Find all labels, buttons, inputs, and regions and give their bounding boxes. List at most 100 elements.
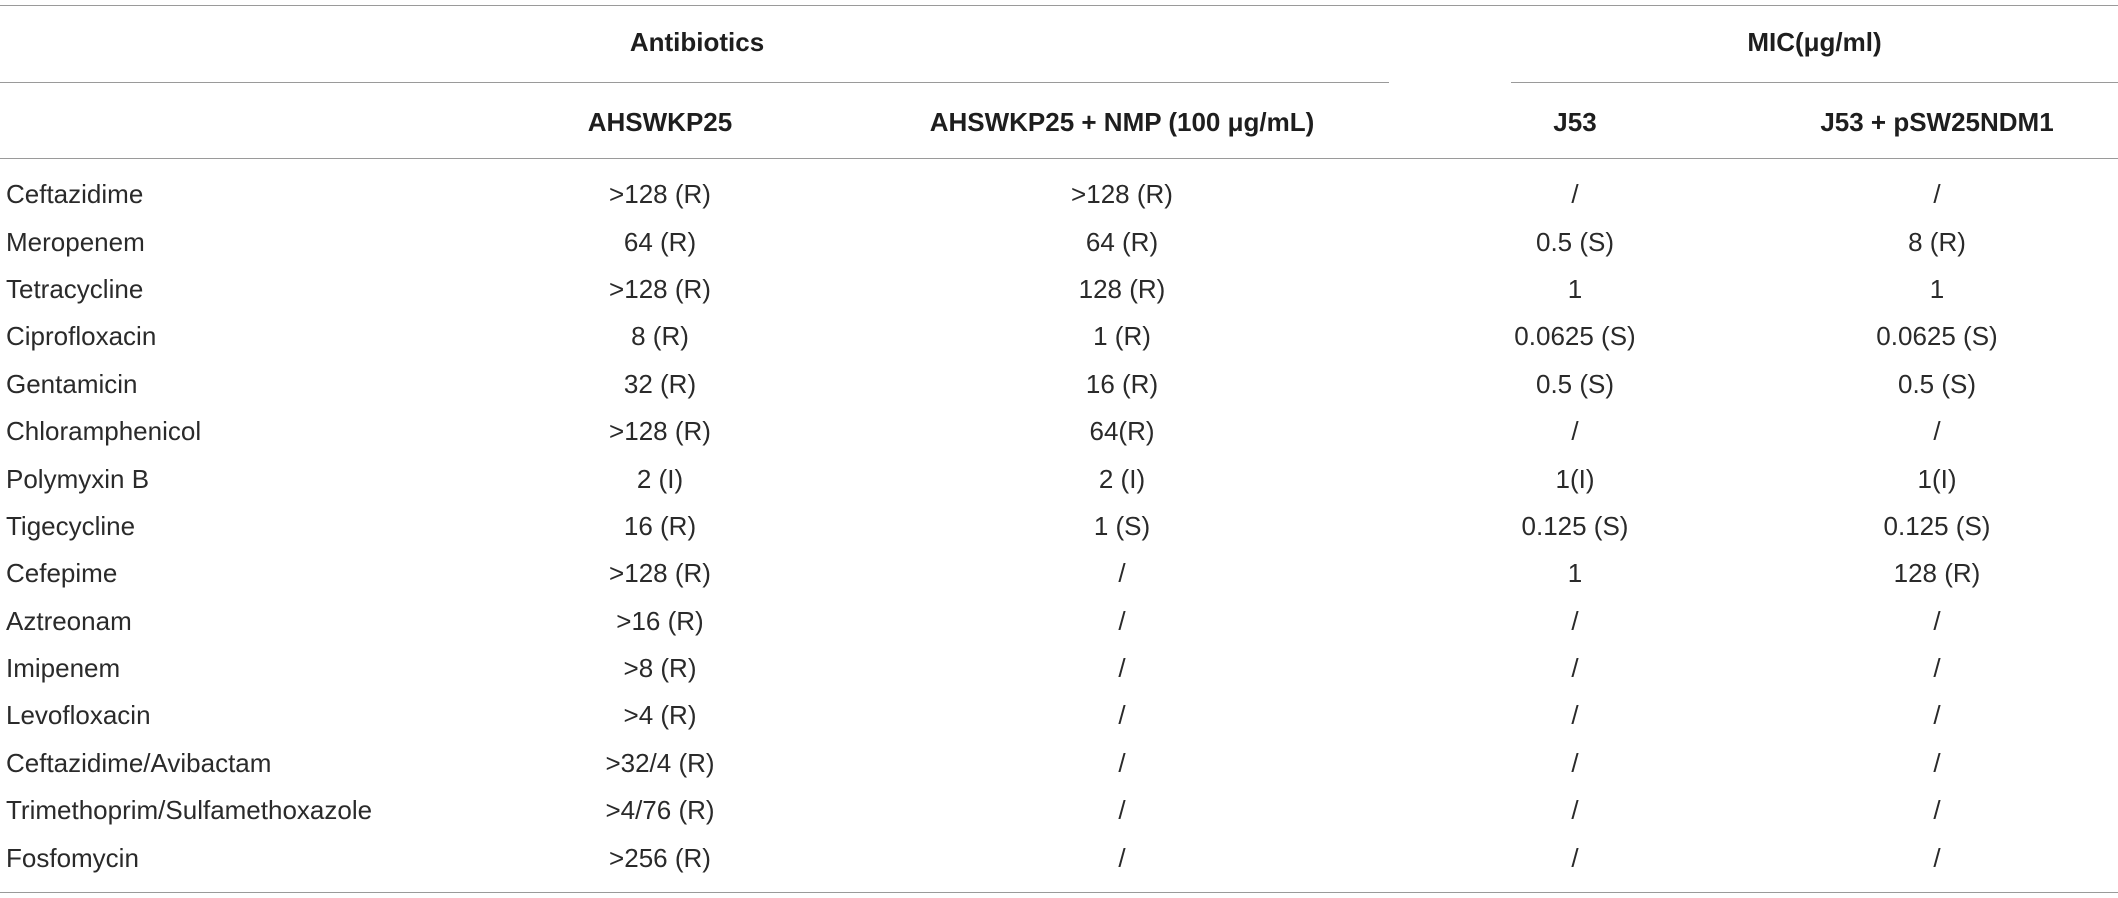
ahswkp25-cell: >16 (R) bbox=[616, 605, 704, 636]
antibiotic-name-cell: Ceftazidime bbox=[6, 179, 144, 210]
table-row: Meropenem 64 (R) 64 (R) 0.5 (S) 8 (R) bbox=[0, 218, 2118, 265]
ahswkp25-cell: 16 (R) bbox=[623, 510, 697, 541]
table-row: Ceftazidime >128 (R) >128 (R) / / bbox=[0, 171, 2118, 218]
j53-psw25ndm1-cell: / bbox=[1933, 747, 1941, 778]
table-row: Levofloxacin >4 (R) / / / bbox=[0, 692, 2118, 739]
ahswkp25-nmp-cell: 1 (S) bbox=[1093, 510, 1151, 541]
column-header-row: AHSWKP25 AHSWKP25 + NMP (100 μg/mL) J53 … bbox=[0, 100, 2118, 144]
ahswkp25-cell: 8 (R) bbox=[631, 321, 689, 352]
ahswkp25-nmp-cell: 128 (R) bbox=[1078, 273, 1166, 304]
column-header-j53-psw25ndm1: J53 + pSW25NDM1 bbox=[1820, 106, 2054, 137]
antibiotic-name-cell: Aztreonam bbox=[6, 605, 132, 636]
ahswkp25-nmp-cell: / bbox=[1118, 558, 1126, 589]
ahswkp25-nmp-cell: >128 (R) bbox=[1071, 179, 1173, 210]
ahswkp25-nmp-cell: 64(R) bbox=[1089, 416, 1155, 447]
table-top-rule bbox=[0, 5, 2118, 6]
table-row: Polymyxin B 2 (I) 2 (I) 1(I) 1(I) bbox=[0, 455, 2118, 502]
antibiotic-name-cell: Tigecycline bbox=[6, 510, 136, 541]
ahswkp25-nmp-cell: 16 (R) bbox=[1085, 368, 1159, 399]
antibiotic-name-cell: Meropenem bbox=[6, 226, 145, 257]
antibiotic-name-cell: Cefepime bbox=[6, 558, 118, 589]
j53-cell: / bbox=[1571, 700, 1579, 731]
group-underline-mic bbox=[1511, 82, 2118, 83]
j53-psw25ndm1-cell: 128 (R) bbox=[1893, 558, 1981, 589]
ahswkp25-cell: >128 (R) bbox=[609, 273, 711, 304]
ahswkp25-cell: >8 (R) bbox=[623, 653, 697, 684]
table-row: Trimethoprim/Sulfamethoxazole >4/76 (R) / /… bbox=[0, 787, 2118, 834]
table-row: Cefepime >128 (R) / 1 128 (R) bbox=[0, 550, 2118, 597]
j53-cell: 1 bbox=[1567, 273, 1583, 304]
j53-cell: / bbox=[1571, 795, 1579, 826]
ahswkp25-nmp-cell: 1 (R) bbox=[1093, 321, 1151, 352]
j53-psw25ndm1-cell: 0.0625 (S) bbox=[1876, 321, 1998, 352]
j53-psw25ndm1-cell: / bbox=[1933, 605, 1941, 636]
ahswkp25-cell: 32 (R) bbox=[623, 368, 697, 399]
table-row: Ciprofloxacin 8 (R) 1 (R) 0.0625 (S) 0.0625 … bbox=[0, 313, 2118, 360]
antibiotic-name-cell: Trimethoprim/Sulfamethoxazole bbox=[6, 795, 373, 826]
ahswkp25-cell: >128 (R) bbox=[609, 416, 711, 447]
j53-psw25ndm1-cell: / bbox=[1933, 795, 1941, 826]
j53-cell: / bbox=[1571, 179, 1579, 210]
ahswkp25-nmp-cell: 2 (I) bbox=[1098, 463, 1146, 494]
j53-cell: / bbox=[1571, 653, 1579, 684]
table-row: Tigecycline 16 (R) 1 (S) 0.125 (S) 0.125 (S) bbox=[0, 503, 2118, 550]
j53-psw25ndm1-cell: 8 (R) bbox=[1908, 226, 1966, 257]
j53-cell: / bbox=[1571, 747, 1579, 778]
table-row: Tetracycline >128 (R) 128 (R) 1 1 bbox=[0, 266, 2118, 313]
table-row: Gentamicin 32 (R) 16 (R) 0.5 (S) 0.5 (S) bbox=[0, 361, 2118, 408]
ahswkp25-cell: >128 (R) bbox=[609, 558, 711, 589]
group-header-mic: MIC(μg/ml) bbox=[1747, 27, 1882, 57]
j53-cell: 0.5 (S) bbox=[1535, 368, 1615, 399]
j53-cell: 1(I) bbox=[1555, 463, 1595, 494]
j53-psw25ndm1-cell: / bbox=[1933, 179, 1941, 210]
ahswkp25-nmp-cell: / bbox=[1118, 842, 1126, 873]
j53-psw25ndm1-cell: / bbox=[1933, 416, 1941, 447]
ahswkp25-nmp-cell: / bbox=[1118, 653, 1126, 684]
column-header-j53: J53 bbox=[1553, 106, 1597, 137]
table-row: Chloramphenicol >128 (R) 64(R) / / bbox=[0, 408, 2118, 455]
column-header-ahswkp25: AHSWKP25 bbox=[587, 106, 733, 137]
j53-psw25ndm1-cell: 0.125 (S) bbox=[1883, 510, 1991, 541]
j53-cell: 0.125 (S) bbox=[1521, 510, 1629, 541]
ahswkp25-nmp-cell: / bbox=[1118, 700, 1126, 731]
j53-cell: / bbox=[1571, 605, 1579, 636]
j53-cell: 1 bbox=[1567, 558, 1583, 589]
antibiotic-name-cell: Chloramphenicol bbox=[6, 416, 202, 447]
antibiotic-name-cell: Fosfomycin bbox=[6, 842, 139, 873]
antibiotic-name-cell: Levofloxacin bbox=[6, 700, 151, 731]
antibiotic-name-cell: Gentamicin bbox=[6, 368, 138, 399]
ahswkp25-cell: 64 (R) bbox=[623, 226, 697, 257]
group-header-antibiotics: Antibiotics bbox=[629, 27, 765, 57]
j53-psw25ndm1-cell: 0.5 (S) bbox=[1897, 368, 1977, 399]
group-underline-antibiotics bbox=[0, 82, 1389, 83]
j53-psw25ndm1-cell: / bbox=[1933, 700, 1941, 731]
table-row: Aztreonam >16 (R) / / / bbox=[0, 598, 2118, 645]
antibiotic-name-cell: Ceftazidime/Avibactam bbox=[6, 747, 272, 778]
table-row: Fosfomycin >256 (R) / / / bbox=[0, 834, 2118, 881]
table-row: Imipenem >8 (R) / / / bbox=[0, 645, 2118, 692]
ahswkp25-nmp-cell: / bbox=[1118, 747, 1126, 778]
ahswkp25-nmp-cell: / bbox=[1118, 795, 1126, 826]
antibiotic-name-cell: Ciprofloxacin bbox=[6, 321, 157, 352]
ahswkp25-cell: 2 (I) bbox=[636, 463, 684, 494]
antibiotic-name-cell: Imipenem bbox=[6, 653, 121, 684]
j53-cell: / bbox=[1571, 842, 1579, 873]
j53-psw25ndm1-cell: 1 bbox=[1929, 273, 1945, 304]
ahswkp25-cell: >32/4 (R) bbox=[605, 747, 715, 778]
j53-cell: 0.5 (S) bbox=[1535, 226, 1615, 257]
ahswkp25-nmp-cell: 64 (R) bbox=[1085, 226, 1159, 257]
header-bottom-rule bbox=[0, 158, 2118, 159]
column-header-antibiotic bbox=[0, 100, 470, 144]
table-row: Ceftazidime/Avibactam >32/4 (R) / / / bbox=[0, 740, 2118, 787]
ahswkp25-cell: >256 (R) bbox=[609, 842, 711, 873]
ahswkp25-cell: >128 (R) bbox=[609, 179, 711, 210]
j53-psw25ndm1-cell: / bbox=[1933, 842, 1941, 873]
table-bottom-rule bbox=[0, 892, 2118, 893]
antibiotic-name-cell: Polymyxin B bbox=[6, 463, 150, 494]
antibiotic-name-cell: Tetracycline bbox=[6, 273, 144, 304]
column-header-ahswkp25-nmp: AHSWKP25 + NMP (100 μg/mL) bbox=[929, 106, 1315, 137]
table-body: Ceftazidime >128 (R) >128 (R) / / Meropenem 64… bbox=[0, 171, 2118, 882]
ahswkp25-cell: >4 (R) bbox=[623, 700, 697, 731]
j53-cell: 0.0625 (S) bbox=[1514, 321, 1636, 352]
